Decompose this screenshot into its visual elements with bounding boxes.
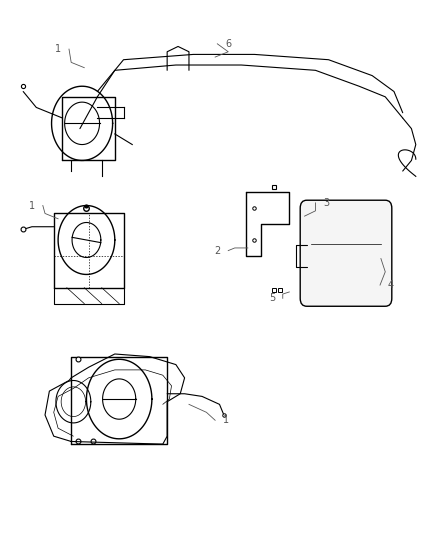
FancyBboxPatch shape xyxy=(300,200,391,306)
Text: 1: 1 xyxy=(223,415,229,425)
Text: 2: 2 xyxy=(214,246,220,256)
Text: 5: 5 xyxy=(268,293,274,303)
Text: 4: 4 xyxy=(387,280,393,290)
Text: 3: 3 xyxy=(322,198,328,208)
Text: 1: 1 xyxy=(29,200,35,211)
Text: 6: 6 xyxy=(225,39,231,49)
Text: 1: 1 xyxy=(55,44,61,54)
